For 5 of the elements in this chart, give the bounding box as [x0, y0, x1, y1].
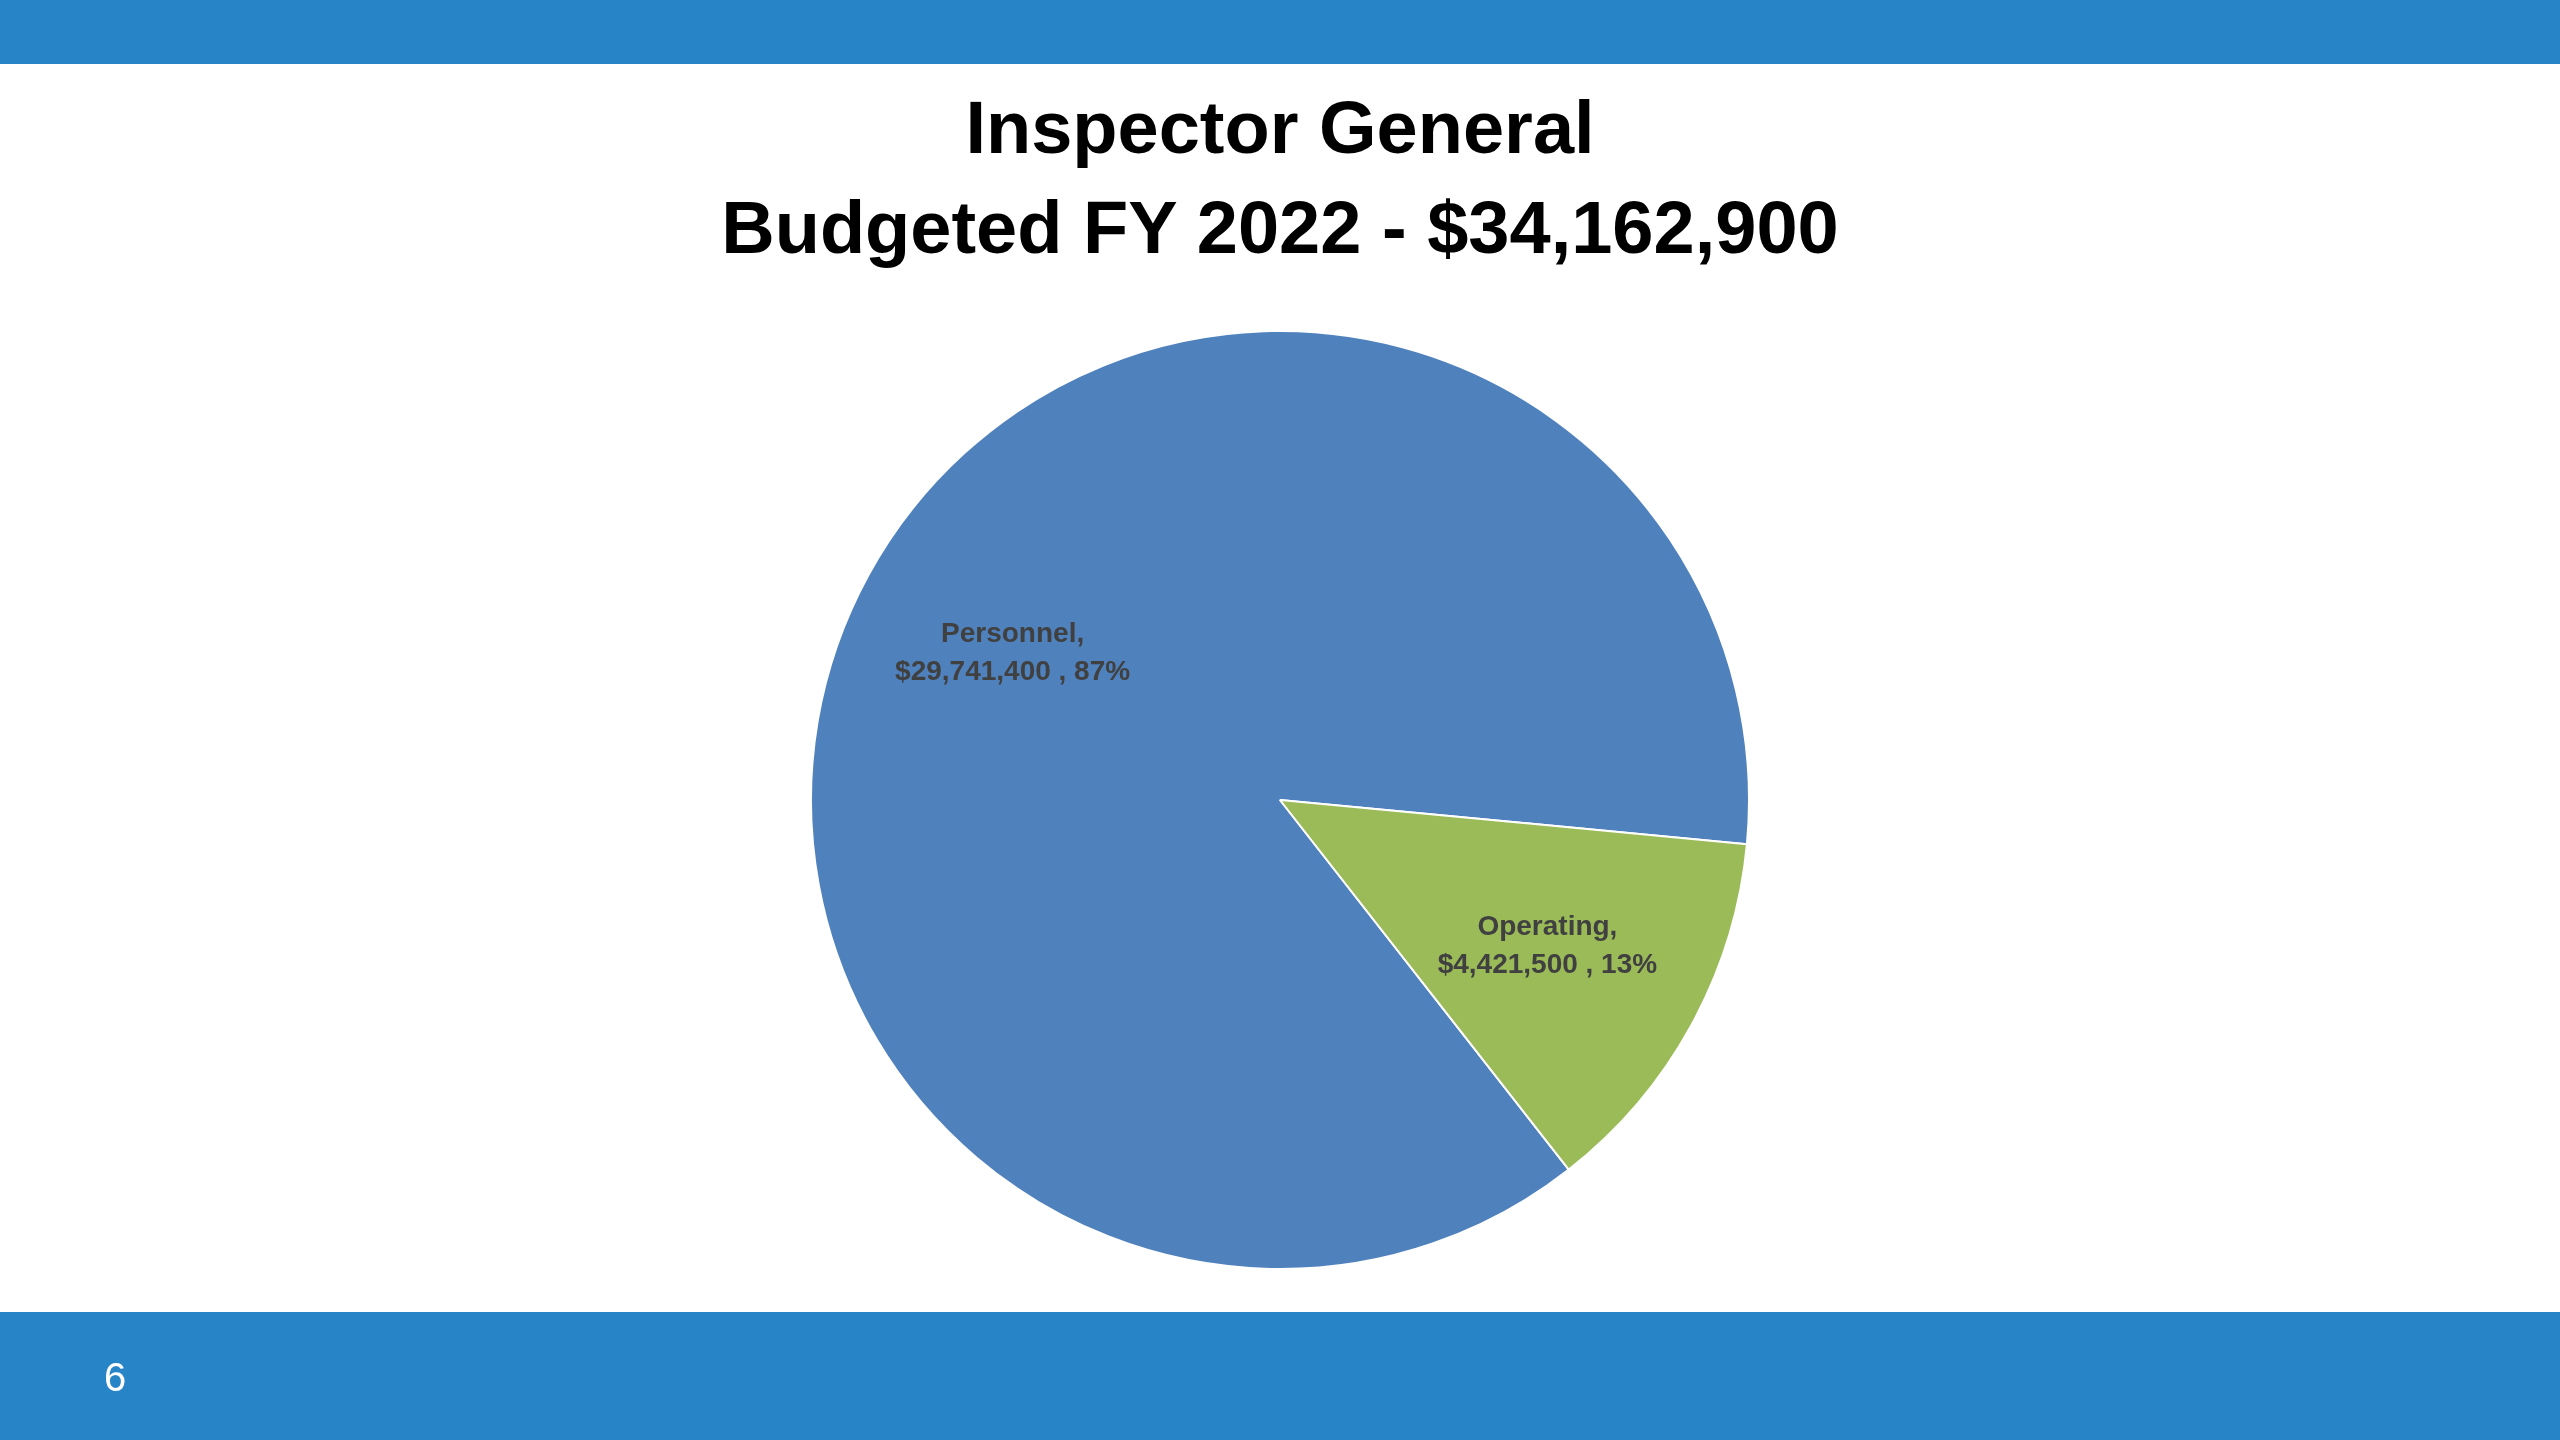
chart-title: Inspector General: [964, 85, 1596, 170]
slice-label: Operating, $4,421,500 , 13%: [1437, 910, 1658, 980]
chart-subtitle: Budgeted FY 2022 - $34,162,900: [720, 185, 1840, 270]
slice-label: Personnel, $29,741,400 , 87%: [895, 617, 1131, 687]
text: 6: [104, 1355, 127, 1400]
